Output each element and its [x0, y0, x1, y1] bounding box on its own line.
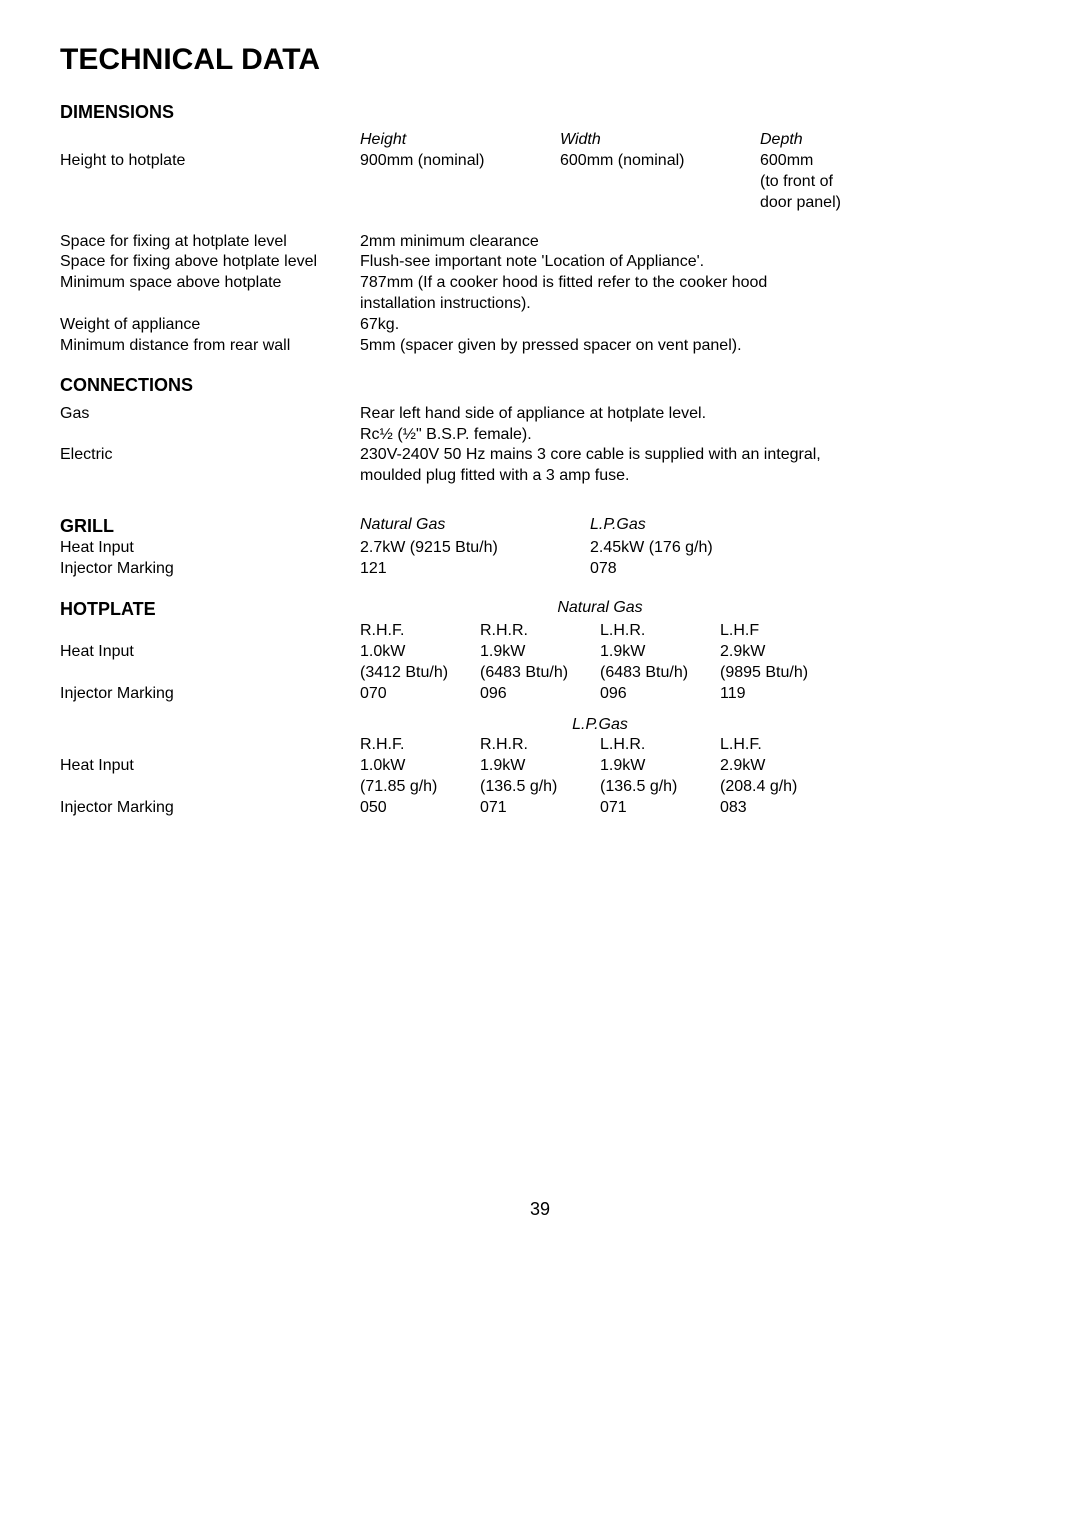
dim-row: Weight of appliance 67kg. [60, 315, 1020, 336]
hot-gh: (136.5 g/h) [480, 777, 600, 798]
dim-row: Minimum space above hotplate 787mm (If a… [60, 273, 1020, 294]
dim-label: Space for fixing above hotplate level [60, 252, 360, 273]
page-title: TECHNICAL DATA [60, 40, 1020, 79]
height-to-hotplate-row: Height to hotplate 900mm (nominal) 600mm… [60, 151, 1020, 213]
dim-value: 5mm (spacer given by pressed spacer on v… [360, 336, 742, 357]
hot-col: L.H.R. [600, 621, 720, 642]
hot-val: 1.9kW [600, 642, 720, 663]
grill-col-nat: Natural Gas [360, 515, 590, 538]
hth-depth-3: door panel) [760, 193, 960, 214]
col-height: Height [360, 130, 560, 151]
hot-inj-label: Injector Marking [60, 798, 360, 819]
hot-heat-label: Heat Input [60, 756, 360, 777]
grill-inj-nat: 121 [360, 559, 590, 580]
dim-row: Space for fixing above hotplate level Fl… [60, 252, 1020, 273]
hth-height: 900mm (nominal) [360, 151, 560, 213]
dim-value: 67kg. [360, 315, 399, 336]
col-depth: Depth [760, 130, 960, 151]
hot-col: L.H.F [720, 621, 840, 642]
hot-btu: (6483 Btu/h) [480, 663, 600, 684]
dim-row: installation instructions). [60, 294, 1020, 315]
conn-label: Electric [60, 445, 360, 466]
hth-width: 600mm (nominal) [560, 151, 760, 213]
hth-depth-1: 600mm [760, 151, 960, 172]
hot-val: 2.9kW [720, 756, 840, 777]
dim-label: Minimum distance from rear wall [60, 336, 360, 357]
conn-row: Gas Rear left hand side of appliance at … [60, 404, 1020, 425]
hot-inj: 071 [600, 798, 720, 819]
grill-inj-lp: 078 [590, 559, 617, 580]
connections-heading: CONNECTIONS [60, 374, 1020, 397]
dim-row: Space for fixing at hotplate level 2mm m… [60, 232, 1020, 253]
dim-label: Space for fixing at hotplate level [60, 232, 360, 253]
hot-inj: 096 [600, 684, 720, 705]
conn-row: Electric 230V-240V 50 Hz mains 3 core ca… [60, 445, 1020, 466]
dim-value: 787mm (If a cooker hood is fitted refer … [360, 273, 767, 294]
dim-label: Weight of appliance [60, 315, 360, 336]
conn-row: Rc½ (½" B.S.P. female). [60, 425, 1020, 446]
hot-val: 1.0kW [360, 642, 480, 663]
hot-col: R.H.F. [360, 735, 480, 756]
hot-btu: (3412 Btu/h) [360, 663, 480, 684]
page-number: 39 [60, 1198, 1020, 1221]
grill-inj-label: Injector Marking [60, 559, 360, 580]
hotplate-heading: HOTPLATE [60, 598, 360, 621]
grill-heat-label: Heat Input [60, 538, 360, 559]
hot-val: 1.0kW [360, 756, 480, 777]
dimensions-heading: DIMENSIONS [60, 101, 1020, 124]
hot-col: R.H.R. [480, 735, 600, 756]
hot-btu: (9895 Btu/h) [720, 663, 840, 684]
hot-gh: (136.5 g/h) [600, 777, 720, 798]
hot-inj: 050 [360, 798, 480, 819]
conn-value: Rc½ (½" B.S.P. female). [360, 425, 532, 446]
hot-gh: (71.85 g/h) [360, 777, 480, 798]
hot-inj: 083 [720, 798, 840, 819]
hot-inj: 071 [480, 798, 600, 819]
hot-heat-label: Heat Input [60, 642, 360, 663]
dim-value: installation instructions). [360, 294, 531, 315]
hot-inj-label: Injector Marking [60, 684, 360, 705]
hot-inj: 070 [360, 684, 480, 705]
hot-gh: (208.4 g/h) [720, 777, 840, 798]
hot-val: 1.9kW [480, 642, 600, 663]
hot-inj: 119 [720, 684, 840, 705]
grill-col-lp: L.P.Gas [590, 515, 646, 538]
grill-heading: GRILL [60, 515, 360, 538]
hot-val: 2.9kW [720, 642, 840, 663]
dimensions-header-row: Height Width Depth [60, 130, 1020, 151]
conn-label [60, 466, 360, 487]
hot-col: R.H.R. [480, 621, 600, 642]
conn-value: 230V-240V 50 Hz mains 3 core cable is su… [360, 445, 821, 466]
dim-value: Flush-see important note 'Location of Ap… [360, 252, 704, 273]
hot-col: R.H.F. [360, 621, 480, 642]
hot-btu: (6483 Btu/h) [600, 663, 720, 684]
hot-col: L.H.F. [720, 735, 840, 756]
dim-label [60, 294, 360, 315]
conn-label: Gas [60, 404, 360, 425]
hot-val: 1.9kW [480, 756, 600, 777]
dim-label: Minimum space above hotplate [60, 273, 360, 294]
grill-heat-nat: 2.7kW (9215 Btu/h) [360, 538, 590, 559]
grill-heat-lp: 2.45kW (176 g/h) [590, 538, 713, 559]
col-width: Width [560, 130, 760, 151]
hotplate-nat-header: Natural Gas [360, 598, 840, 621]
hot-col: L.H.R. [600, 735, 720, 756]
conn-label [60, 425, 360, 446]
hot-inj: 096 [480, 684, 600, 705]
hth-depth-2: (to front of [760, 172, 960, 193]
dim-row: Minimum distance from rear wall 5mm (spa… [60, 336, 1020, 357]
hot-val: 1.9kW [600, 756, 720, 777]
conn-value: Rear left hand side of appliance at hotp… [360, 404, 706, 425]
hotplate-lp-header: L.P.Gas [360, 715, 840, 736]
conn-row: moulded plug fitted with a 3 amp fuse. [60, 466, 1020, 487]
conn-value: moulded plug fitted with a 3 amp fuse. [360, 466, 630, 487]
dim-value: 2mm minimum clearance [360, 232, 539, 253]
hth-label: Height to hotplate [60, 151, 360, 213]
